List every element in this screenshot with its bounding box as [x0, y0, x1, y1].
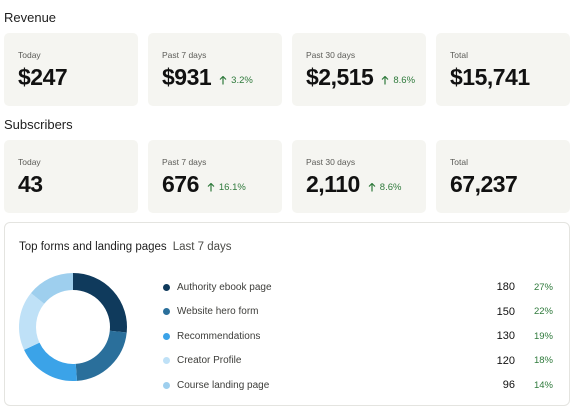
legend-name: Website hero form — [177, 306, 259, 318]
card-value: 43 — [18, 171, 43, 197]
subscribers-card-7days: Past 7 days 676 16.1% — [148, 140, 282, 213]
subscribers-card-today: Today 43 — [4, 140, 138, 213]
legend-name: Authority ebook page — [177, 281, 272, 293]
legend-count: 120 — [496, 354, 515, 367]
delta-value: 8.6% — [379, 182, 402, 193]
legend-dot — [163, 332, 170, 340]
subscribers-title: Subscribers — [4, 117, 73, 132]
card-value: $247 — [18, 64, 68, 90]
legend-dot — [163, 308, 170, 316]
legend-count: 180 — [496, 281, 515, 294]
legend-row[interactable]: Authority ebook page 180 27% — [163, 275, 553, 300]
card-delta: 16.1% — [207, 182, 246, 193]
donut-slice-4[interactable] — [19, 293, 45, 350]
forms-legend: Authority ebook page 180 27% Website her… — [163, 275, 553, 398]
card-label: Total — [450, 50, 468, 60]
legend-percent: 27% — [533, 281, 553, 293]
card-label: Today — [18, 50, 41, 60]
legend-name: Course landing page — [177, 379, 270, 391]
legend-count: 96 — [502, 379, 515, 392]
donut-slice-1[interactable] — [72, 273, 127, 333]
donut-chart — [19, 273, 127, 381]
card-value: 2,110 — [306, 171, 360, 197]
arrow-up-icon — [219, 76, 227, 85]
arrow-up-icon — [381, 76, 389, 85]
legend-dot — [163, 283, 170, 291]
card-label: Past 30 days — [306, 157, 356, 167]
revenue-card-7days: Past 7 days $931 3.2% — [148, 33, 282, 106]
legend-percent: 14% — [533, 379, 553, 391]
arrow-up-icon — [368, 183, 376, 192]
legend-row[interactable]: Website hero form 150 22% — [163, 300, 553, 325]
legend-count: 150 — [496, 305, 515, 318]
panel-period: Last 7 days — [172, 241, 232, 253]
donut-slice-5[interactable] — [30, 273, 74, 305]
revenue-card-today: Today $247 — [4, 33, 138, 106]
delta-value: 16.1% — [218, 182, 246, 193]
card-value: 676 — [162, 171, 199, 197]
card-value: $15,741 — [450, 64, 530, 90]
revenue-card-30days: Past 30 days $2,515 8.6% — [292, 33, 426, 106]
subscriber-cards: Today 43 Past 7 days 676 16.1% Past 30 d… — [4, 140, 570, 213]
legend-name: Recommendations — [177, 330, 261, 342]
card-value: $931 — [162, 64, 212, 90]
top-forms-panel: Top forms and landing pages Last 7 days … — [4, 222, 570, 406]
delta-value: 3.2% — [231, 75, 253, 86]
subscribers-card-30days: Past 30 days 2,110 8.6% — [292, 140, 426, 213]
legend-dot — [163, 381, 170, 389]
card-label: Past 30 days — [306, 50, 356, 60]
card-label: Today — [18, 157, 41, 167]
legend-name: Creator Profile — [177, 355, 242, 367]
card-value: 67,237 — [450, 171, 518, 197]
delta-value: 8.6% — [393, 75, 416, 86]
card-delta: 8.6% — [368, 182, 402, 193]
legend-count: 130 — [496, 330, 515, 343]
donut-slice-3[interactable] — [24, 342, 78, 381]
legend-percent: 22% — [533, 306, 553, 318]
legend-row[interactable]: Creator Profile 120 18% — [163, 349, 553, 374]
legend-row[interactable]: Recommendations 130 19% — [163, 324, 553, 349]
card-label: Past 7 days — [162, 50, 207, 60]
legend-percent: 18% — [533, 355, 553, 367]
legend-percent: 19% — [533, 330, 553, 342]
card-label: Total — [450, 157, 468, 167]
revenue-title: Revenue — [4, 10, 57, 25]
card-delta: 3.2% — [219, 75, 253, 86]
card-delta: 8.6% — [381, 75, 415, 86]
legend-row[interactable]: Course landing page 96 14% — [163, 373, 553, 398]
panel-title: Top forms and landing pages — [19, 241, 167, 253]
donut-slice-2[interactable] — [75, 330, 127, 381]
legend-dot — [163, 357, 170, 365]
card-value: $2,515 — [306, 64, 374, 90]
revenue-card-total: Total $15,741 — [436, 33, 570, 106]
revenue-cards: Today $247 Past 7 days $931 3.2% Past 30… — [4, 33, 570, 106]
arrow-up-icon — [207, 183, 215, 192]
card-label: Past 7 days — [162, 157, 207, 167]
subscribers-card-total: Total 67,237 — [436, 140, 570, 213]
